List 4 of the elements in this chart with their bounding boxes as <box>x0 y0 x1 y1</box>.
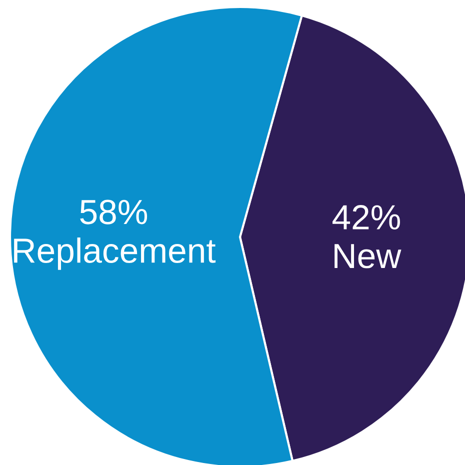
data-label: 42% <box>332 205 400 230</box>
data-label: 58% <box>80 200 148 224</box>
slice-label: New <box>334 244 402 268</box>
slice-label: Replacement <box>14 237 216 270</box>
